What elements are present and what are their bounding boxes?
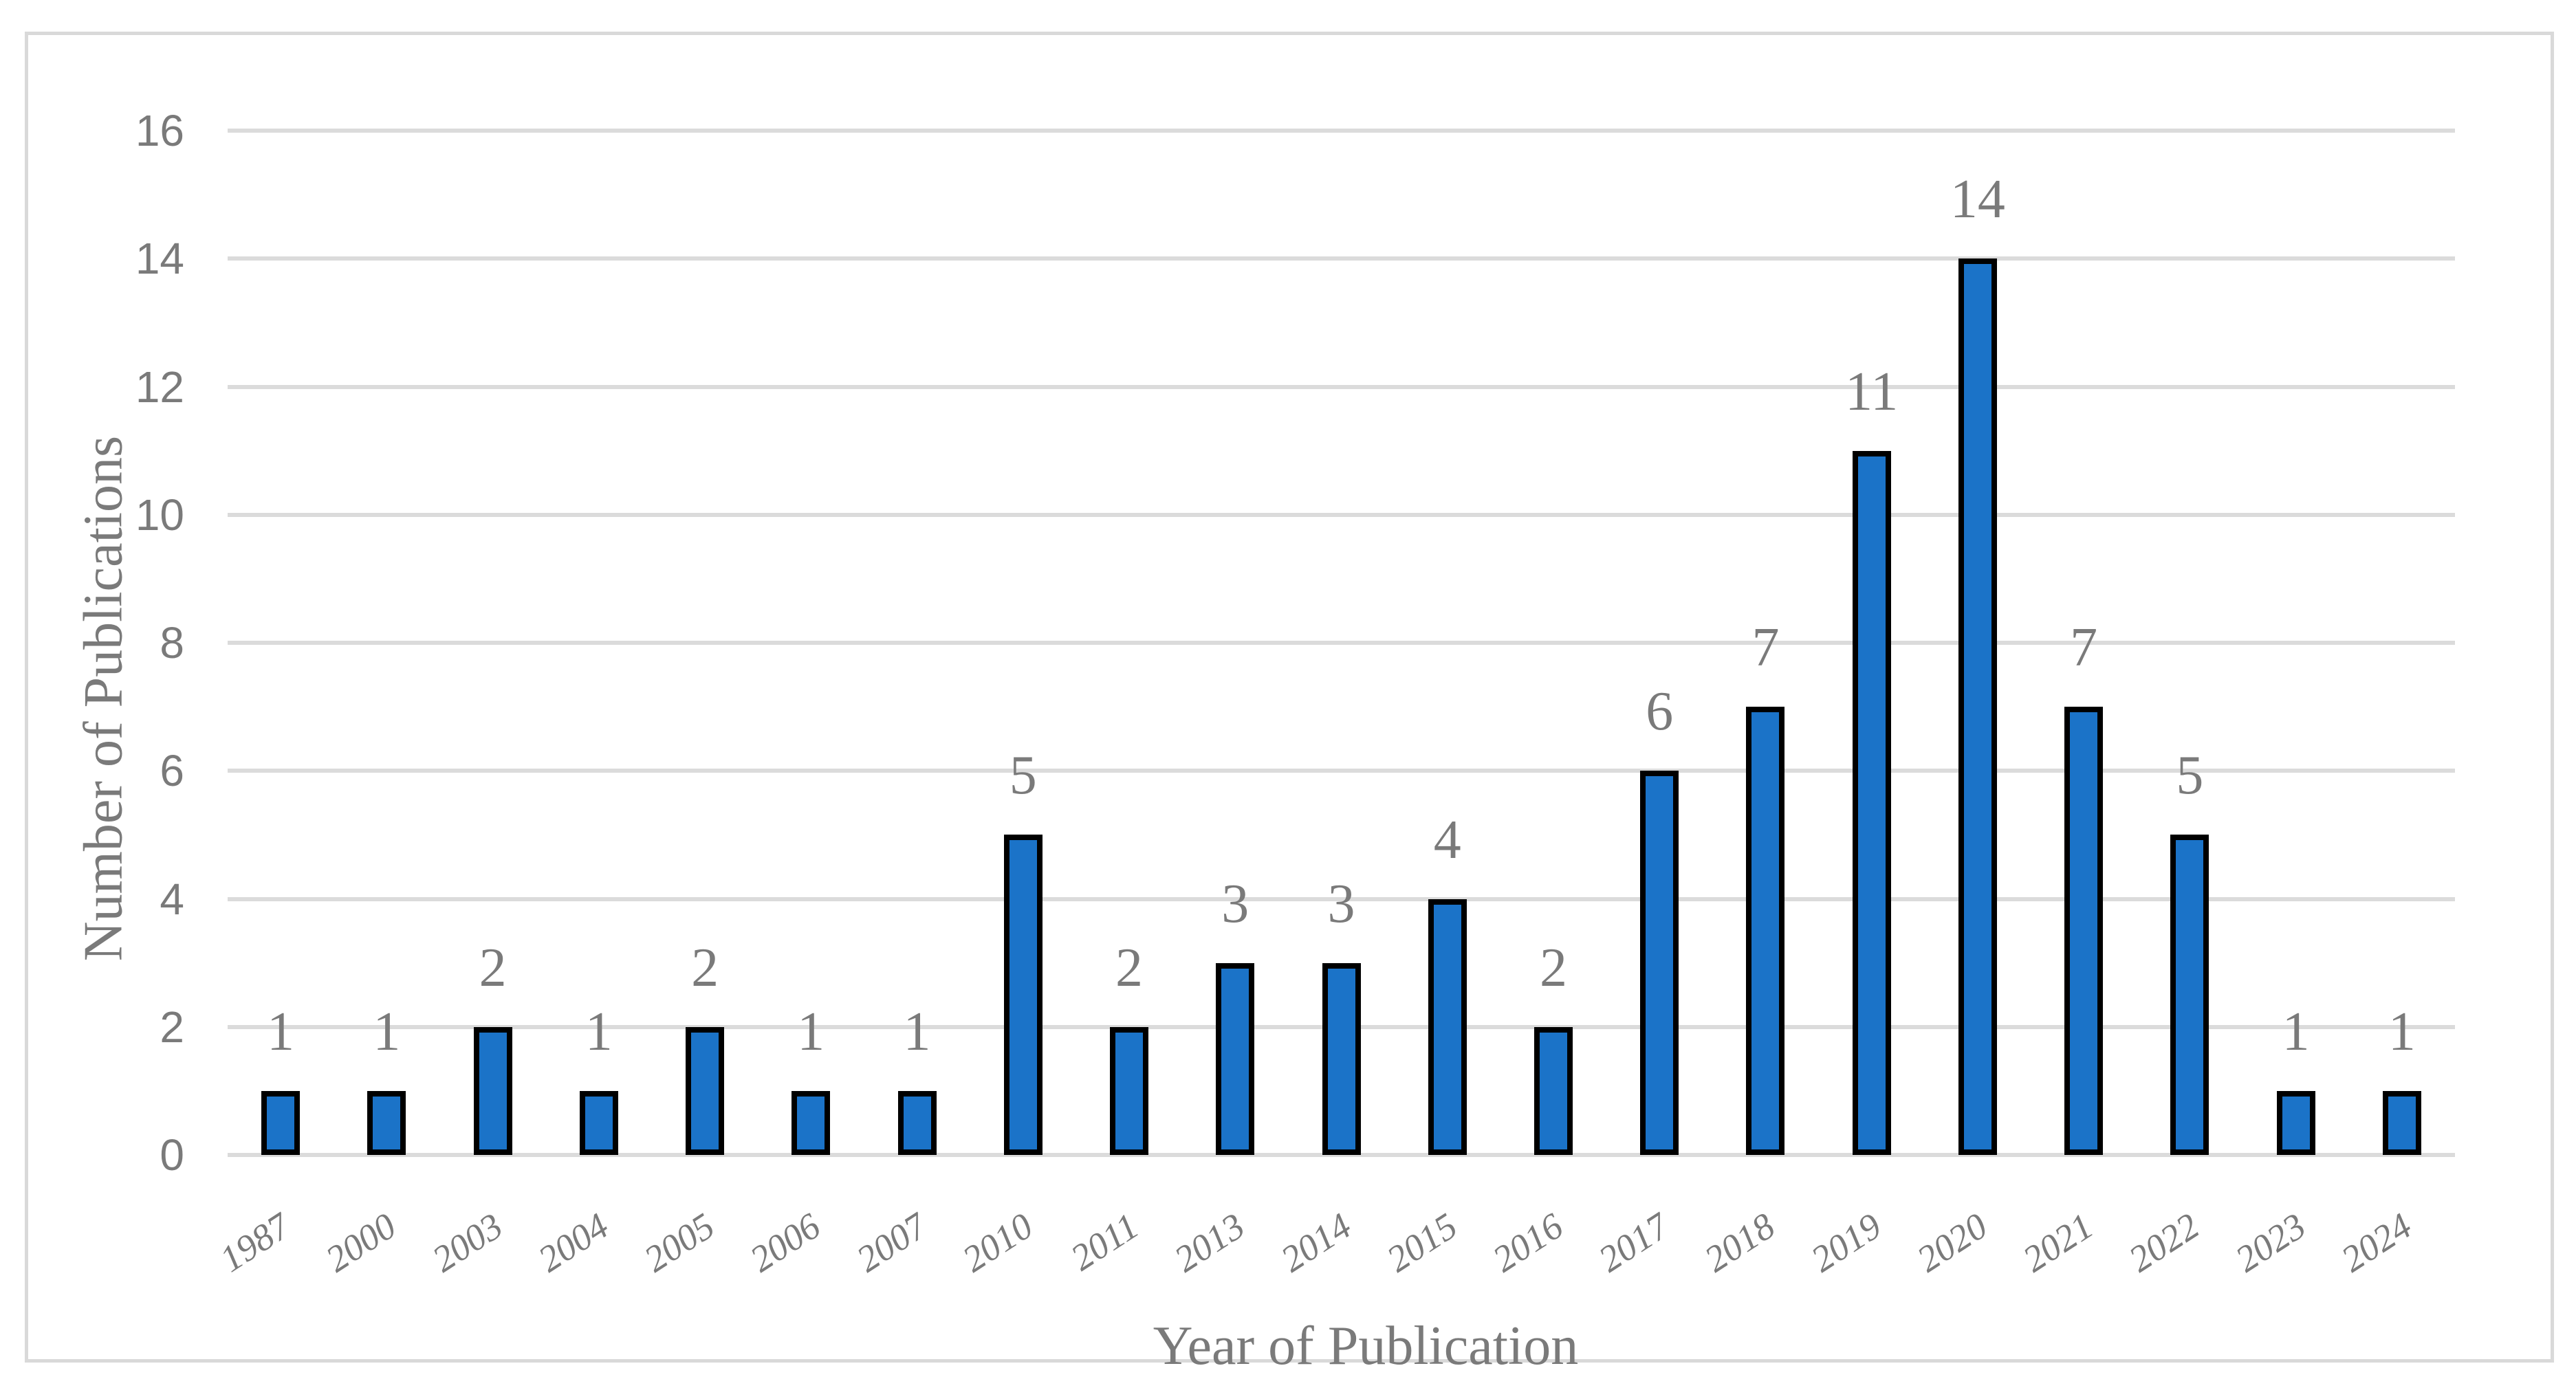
x-tick-label-2019: 2019 — [1803, 1204, 1889, 1280]
bar-value-label-2006: 1 — [797, 1001, 825, 1062]
bar-2003 — [473, 1026, 512, 1155]
bar-1987 — [261, 1090, 301, 1155]
y-axis-title: Number of Publications — [73, 435, 134, 962]
bar-2013 — [1216, 962, 1255, 1155]
bar-value-label-2023: 1 — [2282, 1001, 2310, 1062]
x-tick-label-2024: 2024 — [2333, 1204, 2419, 1280]
x-tick-label-2010: 2010 — [954, 1204, 1040, 1280]
bar-value-label-2003: 2 — [479, 937, 507, 998]
x-tick-label-2021: 2021 — [2016, 1204, 2101, 1280]
bar-value-label-2019: 11 — [1845, 361, 1899, 422]
y-tick-label-4: 4 — [160, 874, 184, 924]
gridline-y-4 — [228, 896, 2455, 901]
x-tick-label-2000: 2000 — [318, 1204, 404, 1280]
gridline-y-16 — [228, 129, 2455, 133]
x-tick-label-2016: 2016 — [1485, 1204, 1571, 1280]
bar-2017 — [1640, 771, 1679, 1155]
bar-value-label-2014: 3 — [1327, 873, 1355, 934]
x-tick-label-2007: 2007 — [849, 1204, 934, 1280]
y-tick-label-2: 2 — [160, 1002, 184, 1052]
bar-2015 — [1428, 899, 1467, 1155]
bar-2006 — [792, 1090, 831, 1155]
bar-2019 — [1852, 450, 1891, 1155]
bar-2007 — [897, 1090, 937, 1155]
bar-2018 — [1746, 707, 1785, 1155]
bar-value-label-2011: 2 — [1115, 937, 1144, 998]
y-tick-label-14: 14 — [135, 234, 184, 284]
gridline-y-0 — [228, 1153, 2455, 1157]
y-tick-label-8: 8 — [160, 618, 184, 668]
bar-2004 — [579, 1090, 618, 1155]
bar-value-label-2024: 1 — [2388, 1001, 2416, 1062]
x-tick-label-2013: 2013 — [1167, 1204, 1252, 1280]
bar-2000 — [367, 1090, 406, 1155]
x-tick-label-2017: 2017 — [1591, 1204, 1677, 1280]
bar-value-label-2015: 4 — [1433, 809, 1461, 870]
bar-2020 — [1958, 258, 1997, 1155]
bar-value-label-2016: 2 — [1539, 937, 1567, 998]
x-tick-label-2014: 2014 — [1273, 1204, 1358, 1280]
x-tick-label-2011: 2011 — [1063, 1204, 1146, 1279]
chart-frame: 0 2 4 6 8 10 12 14 16 1 1987 1 2000 2 2003 1 2004 2 2005 1 2… — [25, 32, 2554, 1376]
x-tick-label-1987: 1987 — [212, 1204, 298, 1280]
bar-value-label-2007: 1 — [903, 1001, 931, 1062]
y-tick-label-0: 0 — [160, 1130, 184, 1180]
gridline-y-6 — [228, 769, 2455, 773]
bar-value-label-2022: 5 — [2176, 745, 2204, 806]
bar-2005 — [686, 1026, 725, 1155]
bar-value-label-2005: 2 — [691, 937, 719, 998]
bar-value-label-2000: 1 — [373, 1001, 401, 1062]
x-tick-label-2020: 2020 — [1910, 1204, 1995, 1280]
bar-2023 — [2276, 1090, 2315, 1155]
bar-2016 — [1533, 1026, 1573, 1155]
x-tick-label-2003: 2003 — [424, 1204, 510, 1280]
bar-2021 — [2064, 707, 2104, 1155]
gridline-y-8 — [228, 641, 2455, 645]
x-tick-label-2004: 2004 — [530, 1204, 616, 1280]
y-tick-label-10: 10 — [135, 489, 184, 540]
bar-value-label-2018: 7 — [1751, 617, 1780, 679]
gridline-y-10 — [228, 512, 2455, 517]
y-tick-label-6: 6 — [160, 746, 184, 796]
bar-2022 — [2170, 835, 2209, 1155]
bar-2010 — [1003, 835, 1043, 1155]
x-tick-label-2015: 2015 — [1379, 1204, 1465, 1280]
bar-value-label-2013: 3 — [1221, 873, 1249, 934]
y-tick-label-12: 12 — [135, 362, 184, 412]
bar-value-label-2017: 6 — [1646, 681, 1674, 742]
gridline-y-12 — [228, 384, 2455, 389]
bar-value-label-1987: 1 — [267, 1001, 295, 1062]
bar-value-label-2021: 7 — [2070, 617, 2098, 679]
x-axis-title: Year of Publication — [1153, 1316, 1579, 1376]
bar-2014 — [1322, 962, 1361, 1155]
x-tick-label-2005: 2005 — [637, 1204, 722, 1280]
x-tick-label-2018: 2018 — [1697, 1204, 1782, 1280]
bar-value-label-2010: 5 — [1009, 745, 1037, 806]
x-tick-label-2023: 2023 — [2227, 1204, 2313, 1280]
bar-2011 — [1110, 1026, 1149, 1155]
bar-2024 — [2382, 1090, 2421, 1155]
bar-value-label-2004: 1 — [585, 1001, 613, 1062]
y-tick-label-16: 16 — [135, 106, 184, 155]
x-tick-label-2006: 2006 — [743, 1204, 828, 1280]
bar-value-label-2020: 14 — [1950, 169, 2005, 230]
gridline-y-14 — [228, 256, 2455, 261]
x-tick-label-2022: 2022 — [2121, 1204, 2207, 1280]
